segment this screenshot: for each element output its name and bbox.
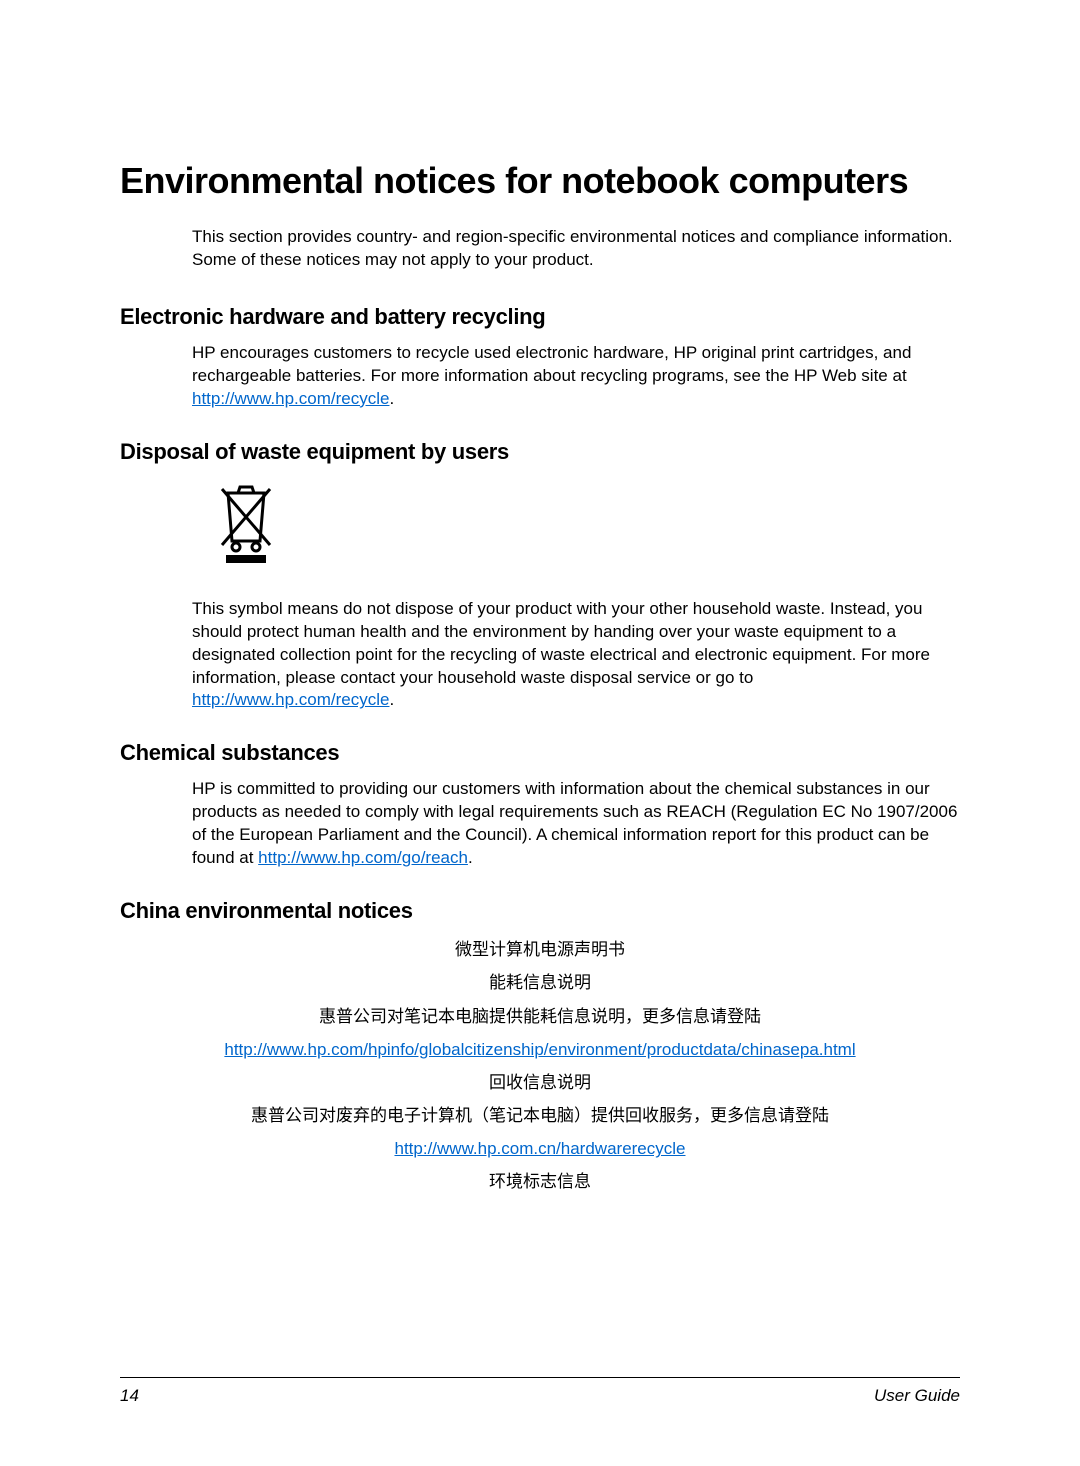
china-line-3: 惠普公司对笔记本电脑提供能耗信息说明，更多信息请登陆 — [120, 1003, 960, 1030]
recycling-text: HP encourages customers to recycle used … — [192, 342, 960, 411]
disposal-heading: Disposal of waste equipment by users — [120, 439, 960, 465]
footer-label: User Guide — [874, 1386, 960, 1406]
china-block: 微型计算机电源声明书 能耗信息说明 惠普公司对笔记本电脑提供能耗信息说明，更多信… — [120, 936, 960, 1196]
china-line-6: 环境标志信息 — [120, 1168, 960, 1195]
disposal-text-before: This symbol means do not dispose of your… — [192, 599, 930, 687]
page-title: Environmental notices for notebook compu… — [120, 160, 960, 202]
recycling-link[interactable]: http://www.hp.com/recycle — [192, 389, 389, 408]
china-link-1[interactable]: http://www.hp.com/hpinfo/globalcitizensh… — [224, 1040, 855, 1059]
china-link-2[interactable]: http://www.hp.com.cn/hardwarerecycle — [394, 1139, 685, 1158]
disposal-text-after: . — [389, 690, 394, 709]
footer-page-number: 14 — [120, 1386, 139, 1406]
disposal-link[interactable]: http://www.hp.com/recycle — [192, 690, 389, 709]
china-line-1: 微型计算机电源声明书 — [120, 936, 960, 963]
china-line-4: 回收信息说明 — [120, 1069, 960, 1096]
chemical-heading: Chemical substances — [120, 740, 960, 766]
intro-text: This section provides country- and regio… — [192, 226, 960, 272]
china-line-2: 能耗信息说明 — [120, 969, 960, 996]
chemical-link[interactable]: http://www.hp.com/go/reach — [258, 848, 468, 867]
recycling-text-after: . — [389, 389, 394, 408]
china-line-5: 惠普公司对废弃的电子计算机（笔记本电脑）提供回收服务，更多信息请登陆 — [120, 1102, 960, 1129]
weee-icon — [218, 485, 960, 568]
disposal-text: This symbol means do not dispose of your… — [192, 598, 960, 713]
page-footer: 14 User Guide — [120, 1377, 960, 1406]
recycling-heading: Electronic hardware and battery recyclin… — [120, 304, 960, 330]
china-heading: China environmental notices — [120, 898, 960, 924]
chemical-text-after: . — [468, 848, 473, 867]
recycling-text-before: HP encourages customers to recycle used … — [192, 343, 911, 385]
chemical-text: HP is committed to providing our custome… — [192, 778, 960, 870]
